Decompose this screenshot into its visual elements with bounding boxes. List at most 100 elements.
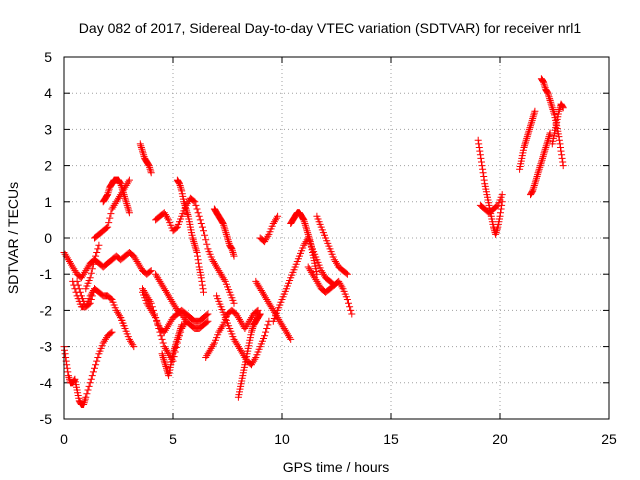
data-point	[248, 361, 255, 369]
data-point	[299, 214, 307, 222]
data-point	[64, 256, 72, 264]
data-point	[200, 288, 207, 296]
data-point	[164, 323, 172, 331]
data-point	[153, 272, 161, 280]
data-point	[138, 145, 146, 153]
data-point	[160, 285, 168, 293]
data-point	[301, 221, 309, 229]
data-point	[159, 339, 167, 347]
data-point	[87, 375, 95, 383]
data-point	[274, 212, 282, 220]
data-point	[163, 346, 170, 354]
data-point	[248, 314, 255, 322]
data-point	[113, 196, 121, 204]
data-point	[180, 314, 188, 322]
data-point	[492, 230, 500, 238]
data-point	[230, 335, 238, 343]
data-point	[220, 223, 228, 231]
data-point	[161, 211, 169, 218]
data-point	[267, 303, 275, 311]
data-point	[178, 310, 186, 318]
data-point	[73, 277, 81, 285]
data-point	[548, 104, 556, 112]
data-point	[153, 317, 161, 325]
data-point	[152, 314, 160, 322]
data-point	[219, 274, 227, 282]
data-point	[109, 203, 117, 211]
data-point	[183, 207, 191, 215]
data-point	[178, 321, 186, 329]
data-point	[304, 229, 312, 237]
data-point	[130, 343, 138, 351]
y-tick-label: 5	[44, 49, 52, 65]
data-point	[273, 214, 281, 222]
data-point	[310, 272, 318, 280]
data-point	[89, 368, 97, 376]
data-point	[348, 310, 356, 318]
data-point	[158, 281, 166, 289]
data-point	[312, 276, 320, 284]
data-point	[521, 142, 528, 150]
data-point	[172, 341, 180, 349]
data-point	[88, 372, 96, 380]
data-point	[269, 220, 277, 227]
data-point	[171, 303, 179, 311]
data-point	[155, 325, 163, 332]
data-point	[149, 306, 157, 314]
data-point	[69, 263, 77, 271]
data-point	[260, 290, 267, 298]
x-tick-label: 5	[169, 431, 177, 447]
data-point	[268, 305, 276, 313]
data-point	[256, 285, 264, 293]
data-point	[218, 323, 226, 331]
data-point	[139, 285, 146, 293]
data-point	[278, 321, 286, 329]
data-point	[202, 236, 210, 244]
data-point	[232, 339, 240, 347]
data-point	[75, 285, 83, 293]
data-point	[157, 332, 165, 340]
data-point	[100, 337, 108, 345]
data-point	[127, 337, 134, 345]
data-point	[218, 272, 226, 280]
data-point	[111, 200, 119, 208]
data-point	[197, 274, 205, 282]
data-point	[119, 189, 127, 197]
data-point	[542, 142, 550, 150]
data-point	[112, 306, 120, 314]
data-point	[337, 281, 345, 289]
data-point	[169, 299, 177, 307]
data-point	[234, 343, 242, 351]
data-point	[243, 321, 251, 329]
data-point	[74, 281, 82, 289]
data-point	[319, 270, 327, 278]
data-point	[249, 359, 257, 367]
data-point	[534, 169, 542, 177]
data-point	[559, 162, 567, 170]
data-point	[139, 149, 147, 157]
data-point	[144, 160, 152, 168]
data-point	[306, 267, 314, 275]
data-point	[197, 220, 205, 227]
data-point	[160, 343, 168, 351]
data-point	[262, 294, 270, 302]
data-point	[307, 268, 315, 276]
data-point	[174, 332, 182, 340]
data-point	[123, 201, 131, 209]
data-point	[195, 212, 203, 220]
data-point	[190, 238, 198, 246]
data-point	[336, 279, 344, 287]
data-point	[272, 216, 279, 224]
data-point	[208, 256, 216, 264]
data-point	[233, 312, 241, 320]
data-point	[92, 252, 100, 260]
data-point	[81, 397, 89, 405]
data-point	[262, 236, 270, 244]
data-point	[263, 325, 271, 332]
data-point	[61, 250, 69, 258]
data-point	[536, 162, 544, 170]
data-point	[343, 296, 351, 303]
data-point	[205, 348, 213, 356]
data-point	[204, 350, 212, 358]
